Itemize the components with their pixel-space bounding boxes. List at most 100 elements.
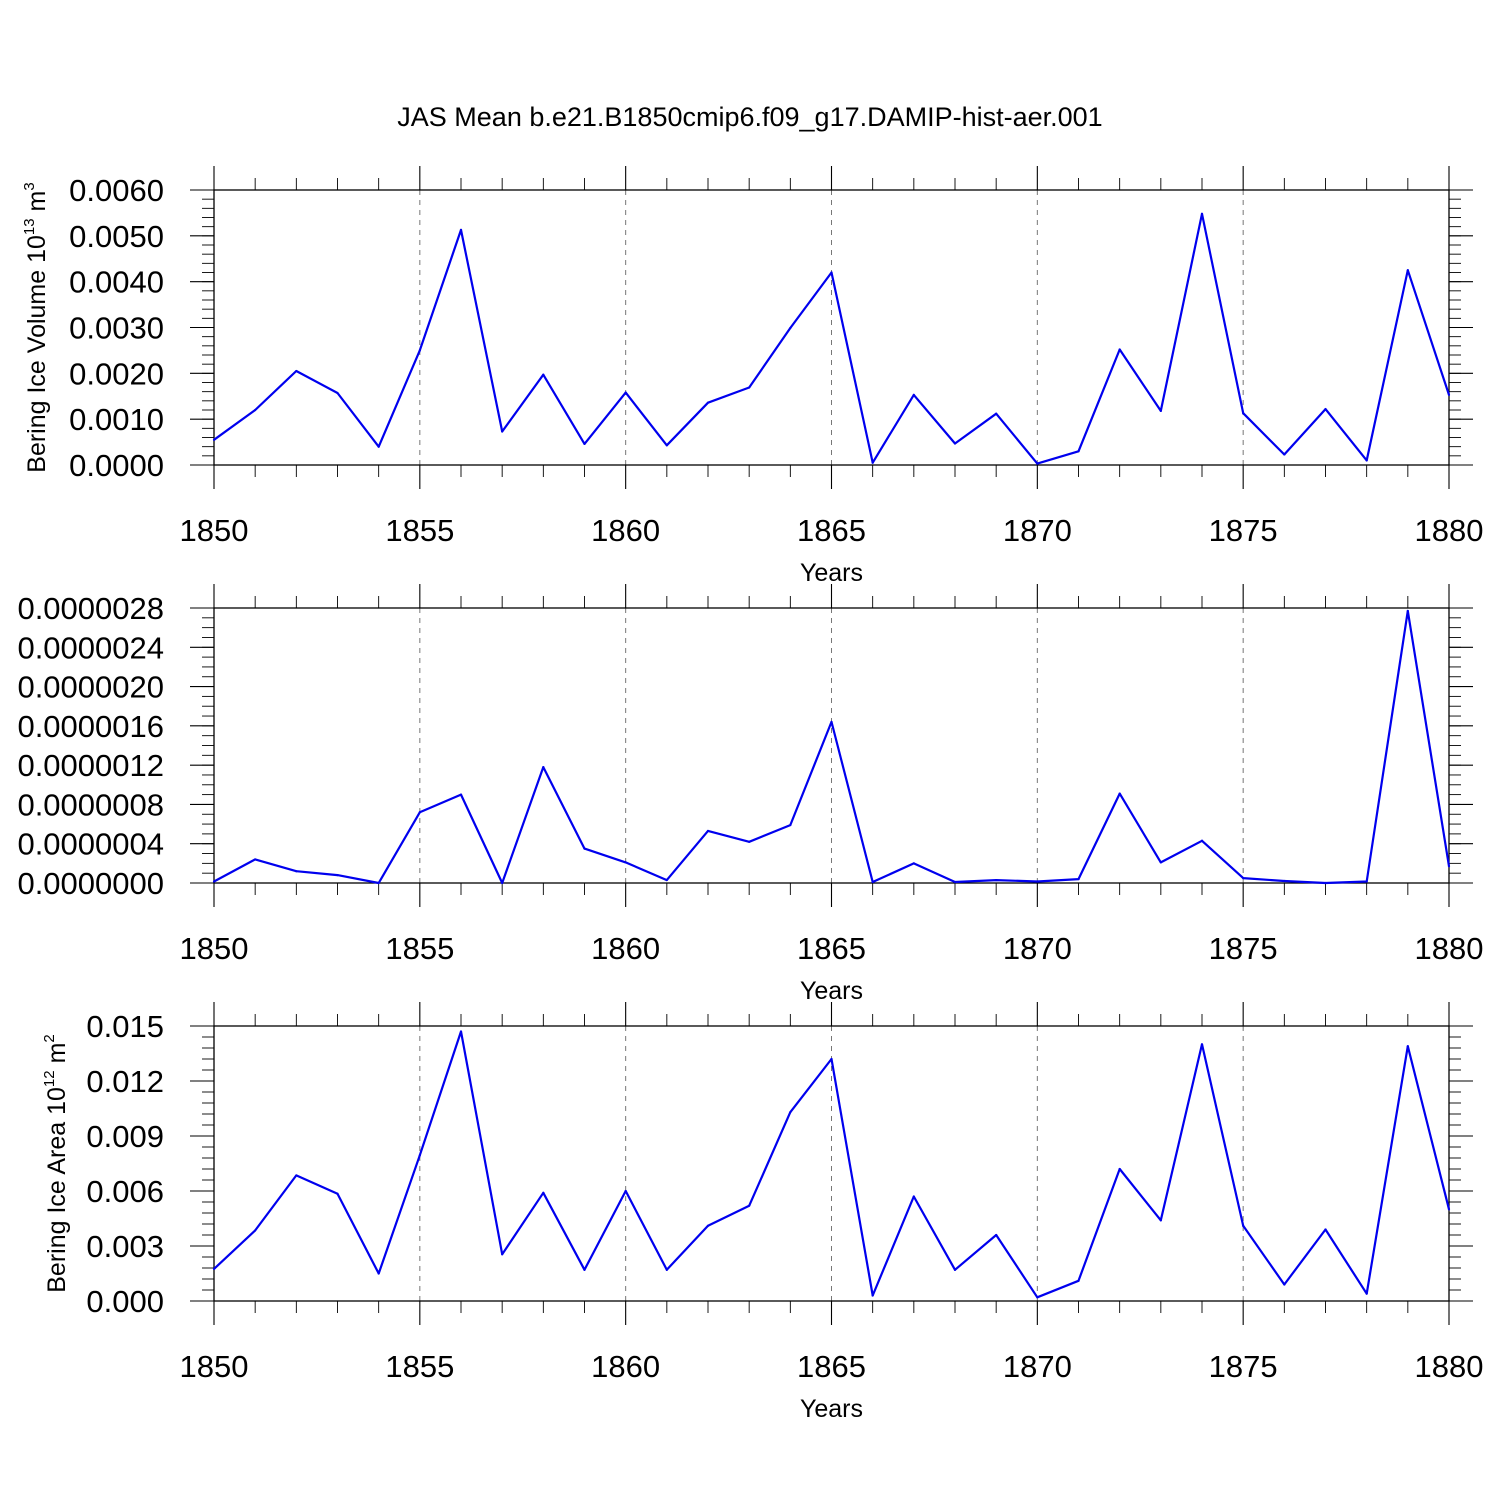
- data-point: [1118, 1167, 1121, 1171]
- data-point: [1447, 393, 1451, 396]
- data-point: [254, 858, 257, 861]
- y-tick-label: 0.0000016: [17, 709, 164, 744]
- y-tick-label: 0.0060: [69, 173, 164, 208]
- data-point: [1036, 1296, 1039, 1299]
- data-point: [748, 386, 751, 389]
- data-point: [1283, 879, 1286, 883]
- data-point: [583, 442, 586, 446]
- plot-frame: [213, 607, 1450, 884]
- y-tick-label: 0.0000008: [17, 787, 164, 822]
- y-axis-label-unit: m: [23, 191, 51, 219]
- data-point: [336, 1192, 339, 1195]
- x-tick-label: 1870: [1003, 513, 1072, 548]
- data-point: [1283, 453, 1286, 456]
- y-tick-label: 0.006: [86, 1174, 164, 1209]
- data-point: [542, 1191, 545, 1194]
- data-point: [336, 874, 339, 877]
- data-point: [1447, 865, 1451, 868]
- x-tick-label: 1875: [1209, 513, 1278, 548]
- data-point: [830, 1057, 833, 1061]
- data-point: [212, 1267, 216, 1271]
- data-point: [624, 1189, 627, 1193]
- y-tick-label: 0.0000024: [17, 630, 164, 665]
- x-tick-label: 1870: [1003, 931, 1072, 966]
- x-axis-label: Years: [800, 559, 863, 587]
- x-tick-label: 1860: [591, 513, 660, 548]
- data-point: [377, 445, 380, 448]
- data-point: [377, 881, 380, 885]
- data-point: [830, 271, 833, 274]
- y-tick-label: 0.012: [86, 1064, 164, 1099]
- x-tick-label: 1865: [797, 1349, 866, 1384]
- data-point: [1365, 459, 1368, 462]
- x-tick-label: 1855: [385, 513, 454, 548]
- data-point: [1324, 407, 1327, 411]
- data-point: [665, 878, 668, 882]
- chart-title: JAS Mean b.e21.B1850cmip6.f09_g17.DAMIP-…: [397, 102, 1102, 132]
- data-point: [1406, 1045, 1409, 1048]
- x-tick-label: 1880: [1415, 1349, 1484, 1384]
- data-point: [1283, 1283, 1286, 1286]
- data-point: [1406, 609, 1409, 613]
- x-tick-label: 1865: [797, 513, 866, 548]
- data-point: [748, 840, 751, 843]
- data-point: [1242, 412, 1245, 415]
- data-point: [501, 430, 504, 433]
- y-axis-label-unit: m: [43, 1043, 71, 1071]
- y-tick-label: 0.0020: [69, 356, 164, 391]
- data-point: [418, 811, 421, 814]
- y-tick-label: 0.0030: [69, 311, 164, 346]
- data-point: [336, 391, 339, 395]
- data-point: [254, 408, 257, 412]
- data-point: [295, 1174, 298, 1177]
- data-point: [1242, 876, 1245, 880]
- panel-area: 0.000 0.003 0.006 0.009 0.012 0.015 1850 1855 18…: [41, 1002, 1483, 1423]
- data-point: [953, 1268, 957, 1271]
- data-point: [624, 391, 627, 394]
- data-point: [418, 349, 421, 352]
- y-tick-label: 0.000: [86, 1284, 164, 1319]
- data-point: [1118, 792, 1121, 795]
- x-tick-label: 1860: [591, 931, 660, 966]
- data-point: [459, 793, 463, 796]
- y-tick-label: 0.0000: [69, 448, 164, 483]
- data-point: [1077, 1279, 1080, 1282]
- y-axis-label-exponent: 12: [41, 1070, 58, 1087]
- y-tick-label: 0.0000012: [17, 748, 164, 783]
- data-point: [1447, 1208, 1451, 1211]
- data-point: [706, 401, 710, 404]
- x-tick-label: 1850: [180, 931, 249, 966]
- y-tick-label: 0.0000020: [17, 670, 164, 705]
- data-point: [1200, 212, 1204, 215]
- data-point: [789, 1111, 792, 1114]
- data-point: [912, 393, 915, 396]
- y-axis-label-exponent: 13: [21, 218, 38, 235]
- data-point: [377, 1272, 380, 1275]
- y-tick-label: 0.0050: [69, 219, 164, 254]
- x-tick-label: 1875: [1209, 931, 1278, 966]
- x-tick-label: 1850: [180, 1349, 249, 1384]
- data-point: [995, 412, 998, 415]
- data-point: [1118, 348, 1121, 351]
- plot-frame: [213, 189, 1450, 466]
- data-point: [953, 442, 957, 445]
- data-point: [501, 1253, 504, 1256]
- data-point: [1077, 877, 1080, 881]
- data-point: [871, 1294, 874, 1297]
- x-tick-label: 1880: [1415, 513, 1484, 548]
- data-point: [1200, 839, 1204, 842]
- x-axis-label: Years: [800, 977, 863, 1005]
- data-point: [1159, 409, 1162, 413]
- data-point: [830, 720, 833, 724]
- data-point: [1159, 861, 1162, 864]
- plot-frame: [213, 1025, 1450, 1302]
- data-point: [459, 1030, 463, 1033]
- data-point: [995, 878, 998, 882]
- y-tick-label: 0.015: [86, 1009, 164, 1044]
- data-point: [295, 870, 298, 873]
- y-axis-label-text: Bering Ice Area 10: [43, 1087, 71, 1293]
- x-tick-label: 1850: [180, 513, 249, 548]
- y-tick-label: 0.003: [86, 1229, 164, 1264]
- x-tick-label: 1855: [385, 931, 454, 966]
